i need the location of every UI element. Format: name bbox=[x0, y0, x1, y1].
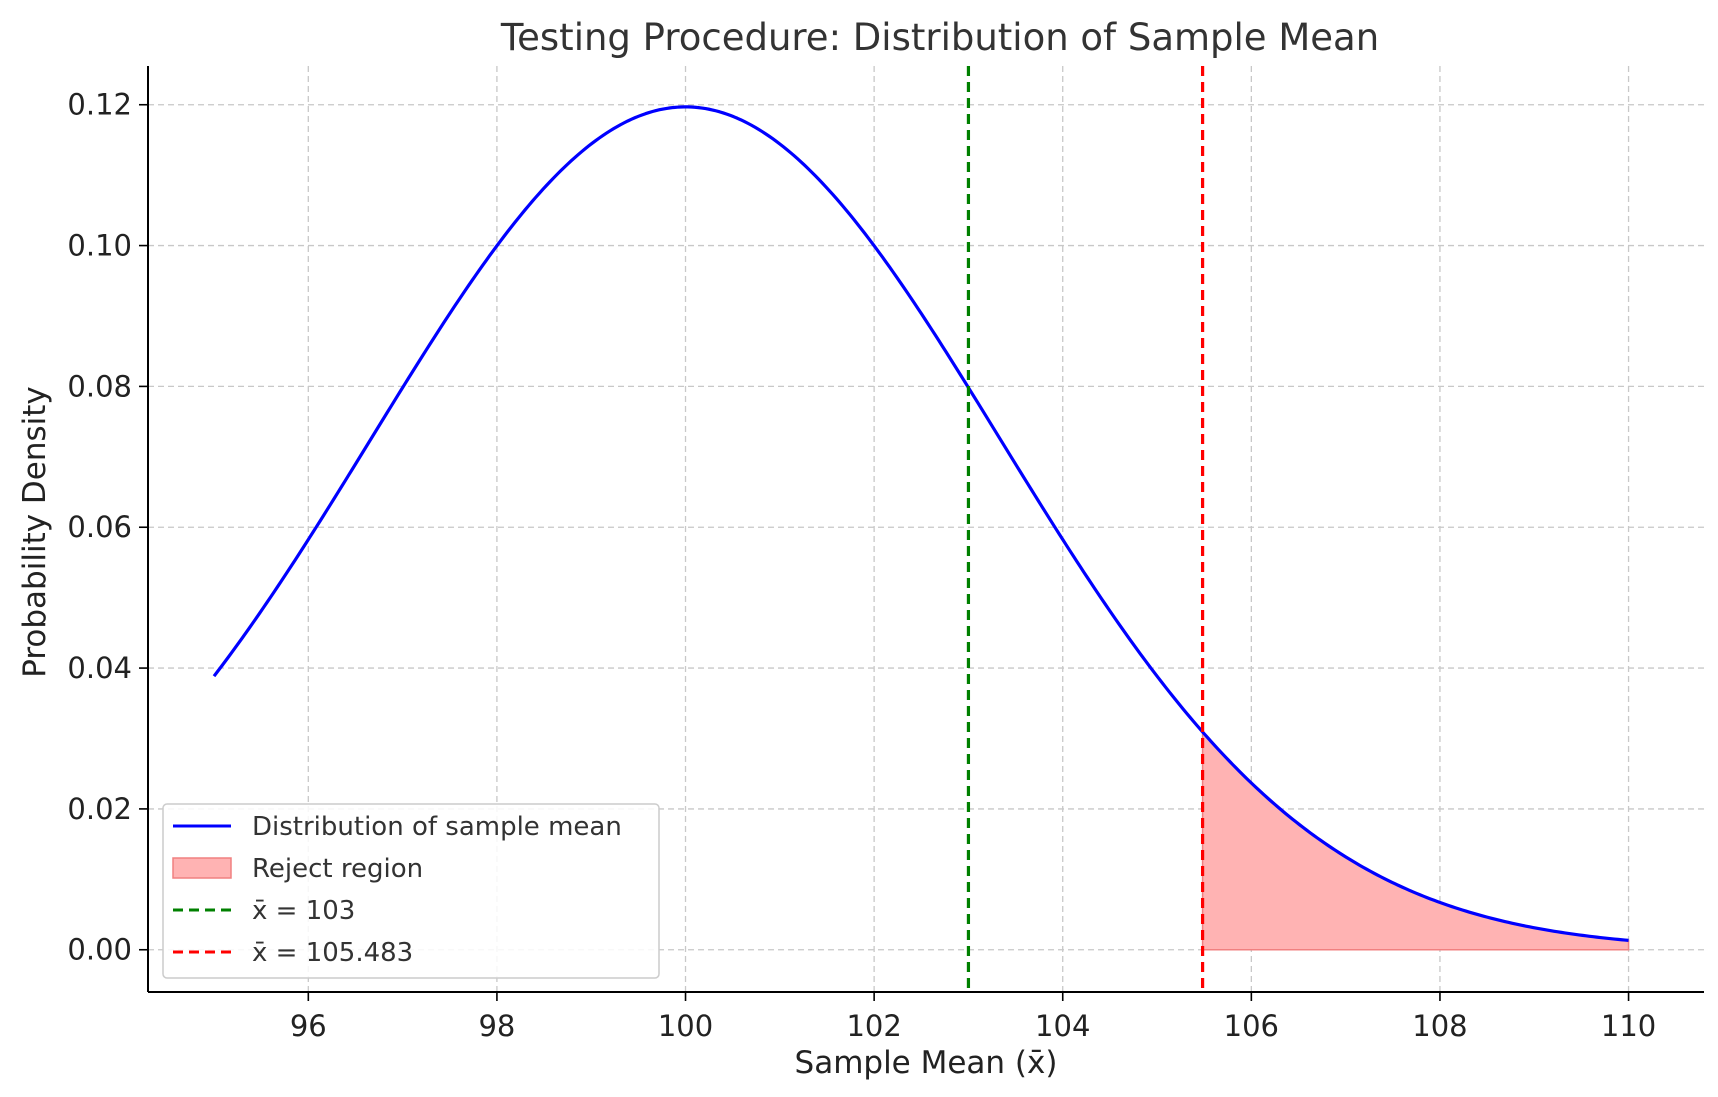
chart-title: Testing Procedure: Distribution of Sampl… bbox=[500, 16, 1379, 59]
x-axis-ticks: 96 98 100 102 104 106 108 110 bbox=[290, 992, 1656, 1043]
legend-box bbox=[162, 803, 660, 979]
y-tick-label: 0.00 bbox=[67, 933, 132, 967]
y-axis-ticks: 0.00 0.02 0.04 0.06 0.08 0.10 0.12 bbox=[67, 88, 148, 967]
y-tick-label: 0.10 bbox=[67, 229, 132, 263]
y-tick-label: 0.06 bbox=[67, 510, 132, 544]
y-tick-label: 0.02 bbox=[67, 792, 132, 826]
legend-label-vline-105483: x̄ = 105.483 bbox=[252, 938, 413, 968]
legend-label-reject: Reject region bbox=[252, 854, 423, 884]
y-tick-label: 0.08 bbox=[67, 369, 132, 403]
reject-region-area bbox=[1201, 729, 1630, 951]
distribution-curve bbox=[212, 105, 1629, 942]
legend: Distribution of sample mean Reject regio… bbox=[162, 803, 660, 979]
x-tick-label: 110 bbox=[1601, 1009, 1656, 1043]
y-tick-label: 0.12 bbox=[67, 88, 132, 122]
legend-label-vline-103: x̄ = 103 bbox=[252, 896, 355, 926]
x-tick-label: 96 bbox=[290, 1009, 327, 1043]
reference-lines bbox=[966, 66, 1205, 992]
x-tick-label: 102 bbox=[846, 1009, 901, 1043]
legend-swatch-reject bbox=[172, 857, 232, 879]
curve-layer bbox=[212, 105, 1629, 942]
reject-region bbox=[1201, 729, 1630, 951]
x-tick-label: 104 bbox=[1035, 1009, 1090, 1043]
y-axis-label: Probability Density bbox=[17, 386, 53, 678]
x-tick-label: 106 bbox=[1224, 1009, 1279, 1043]
y-tick-label: 0.04 bbox=[67, 651, 132, 685]
x-tick-label: 108 bbox=[1412, 1009, 1467, 1043]
x-axis-label: Sample Mean (x̄) bbox=[795, 1045, 1058, 1081]
grid bbox=[148, 66, 1704, 992]
x-tick-label: 98 bbox=[478, 1009, 515, 1043]
x-tick-label: 100 bbox=[658, 1009, 713, 1043]
legend-label-curve: Distribution of sample mean bbox=[252, 812, 622, 842]
axes bbox=[147, 66, 1704, 993]
